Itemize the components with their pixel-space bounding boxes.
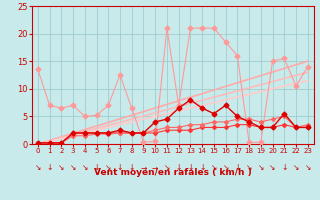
Text: ↘: ↘: [222, 163, 229, 172]
Text: →: →: [140, 163, 147, 172]
Text: ↓: ↓: [117, 163, 123, 172]
Text: ↘: ↘: [164, 163, 170, 172]
Text: ↘: ↘: [82, 163, 88, 172]
Text: ↘: ↘: [70, 163, 76, 172]
Text: ↘: ↘: [246, 163, 252, 172]
Text: ↘: ↘: [258, 163, 264, 172]
Text: ↘: ↘: [105, 163, 111, 172]
Text: ↓: ↓: [199, 163, 205, 172]
Text: →: →: [152, 163, 158, 172]
Text: ↘: ↘: [293, 163, 299, 172]
Text: ↓: ↓: [234, 163, 241, 172]
Text: ↘: ↘: [269, 163, 276, 172]
Text: ↓: ↓: [281, 163, 287, 172]
Text: ↘: ↘: [58, 163, 65, 172]
X-axis label: Vent moyen/en rafales ( km/h ): Vent moyen/en rafales ( km/h ): [94, 168, 252, 177]
Text: ↓: ↓: [175, 163, 182, 172]
Text: ↘: ↘: [35, 163, 41, 172]
Text: ↓: ↓: [93, 163, 100, 172]
Text: ↘: ↘: [211, 163, 217, 172]
Text: ↓: ↓: [46, 163, 53, 172]
Text: ↓: ↓: [129, 163, 135, 172]
Text: ↓: ↓: [187, 163, 194, 172]
Text: ↘: ↘: [305, 163, 311, 172]
